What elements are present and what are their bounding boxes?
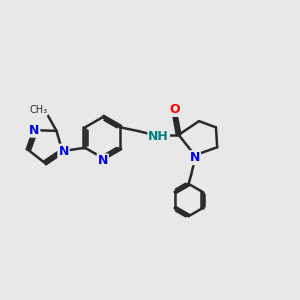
Text: CH₃: CH₃	[29, 105, 47, 115]
Text: N: N	[98, 154, 108, 167]
Text: N: N	[58, 145, 69, 158]
Text: O: O	[169, 103, 180, 116]
Text: NH: NH	[148, 130, 169, 142]
Text: N: N	[29, 124, 39, 137]
Text: N: N	[190, 151, 200, 164]
